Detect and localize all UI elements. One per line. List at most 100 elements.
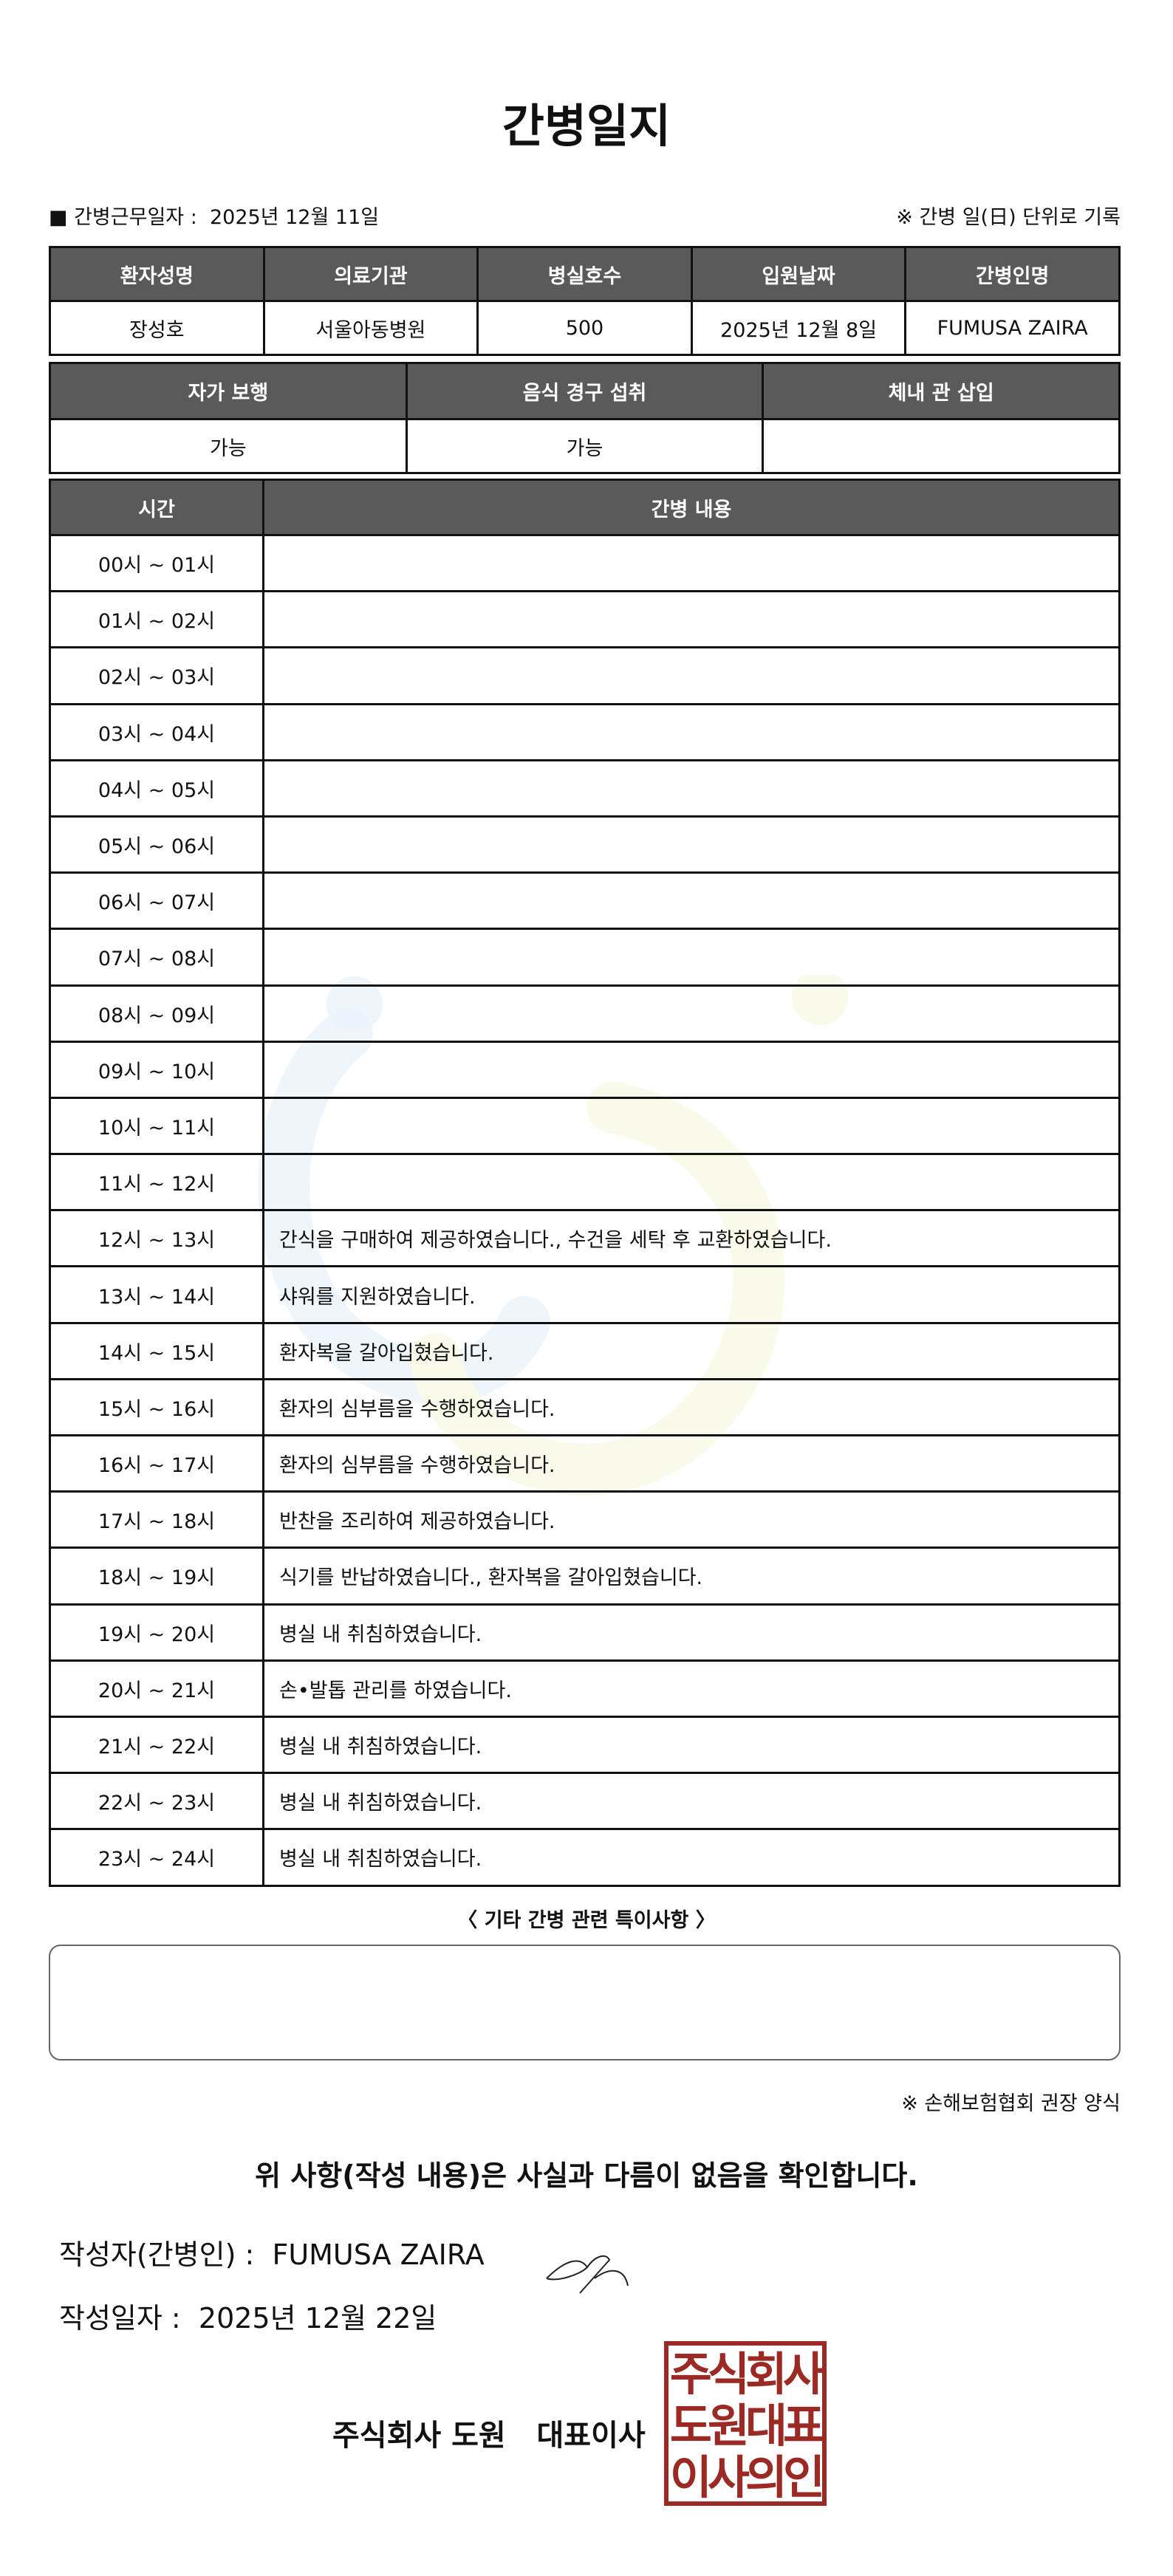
log-row: 15시 ~ 16시 환자의 심부름을 수행하였습니다. <box>49 1377 1121 1437</box>
log-row: 03시 ~ 04시 <box>49 702 1121 761</box>
log-row: 18시 ~ 19시 식기를 반납하였습니다., 환자복을 갈아입혔습니다. <box>49 1546 1121 1606</box>
time-cell: 16시 ~ 17시 <box>49 1433 264 1493</box>
content-cell: 환자의 심부름을 수행하였습니다. <box>262 1433 1121 1493</box>
content-cell <box>262 1096 1121 1156</box>
time-cell: 11시 ~ 12시 <box>49 1153 264 1212</box>
content-cell <box>262 984 1121 1043</box>
log-row: 04시 ~ 05시 <box>49 758 1121 818</box>
time-cell: 19시 ~ 20시 <box>49 1603 264 1662</box>
walking-status: 가능 <box>49 418 408 474</box>
content-cell: 간식을 구매하여 제공하였습니다., 수건을 세탁 후 교환하였습니다. <box>262 1209 1121 1268</box>
content-cell: 병실 내 취침하였습니다. <box>262 1772 1121 1831</box>
log-row: 01시 ~ 02시 <box>49 590 1121 649</box>
content-cell <box>262 1153 1121 1212</box>
unit-note: ※ 간병 일(日) 단위로 기록 <box>896 206 1121 229</box>
log-row: 09시 ~ 10시 <box>49 1040 1121 1099</box>
notes-box[interactable] <box>49 1945 1121 2061</box>
log-row: 21시 ~ 22시 병실 내 취침하였습니다. <box>49 1715 1121 1775</box>
log-row: 11시 ~ 12시 <box>49 1153 1121 1212</box>
time-cell: 14시 ~ 15시 <box>49 1321 264 1380</box>
log-row: 06시 ~ 07시 <box>49 871 1121 931</box>
header-cell: 체내 관 삽입 <box>762 362 1121 420</box>
work-date-label: ■ 간병근무일자 : <box>49 206 197 229</box>
hospital: 서울아동병원 <box>262 300 479 356</box>
header-content: 간병 내용 <box>262 479 1121 536</box>
content-cell <box>262 758 1121 818</box>
oral-intake-status: 가능 <box>405 418 765 474</box>
time-cell: 12시 ~ 13시 <box>49 1209 264 1268</box>
writer-line: 작성자(간병인) : FUMUSA ZAIRA <box>59 2232 485 2272</box>
company-representative: 주식회사 도원 대표이사 <box>332 2419 646 2453</box>
time-cell: 05시 ~ 06시 <box>49 815 264 874</box>
room-number: 500 <box>476 300 693 356</box>
log-row: 13시 ~ 14시 샤워를 지원하였습니다. <box>49 1265 1121 1324</box>
content-cell <box>262 533 1121 593</box>
work-date: ■ 간병근무일자 : 2025년 12월 11일 <box>49 201 379 230</box>
header-cell: 자가 보행 <box>49 362 408 420</box>
care-log-table: 시간 간병 내용 00시 ~ 01시 01시 ~ 02시 02시 ~ 03시 03시 ~… <box>49 479 1121 1887</box>
log-row: 17시 ~ 18시 반찬을 조리하여 제공하였습니다. <box>49 1490 1121 1549</box>
header-cell: 입원날짜 <box>690 246 907 302</box>
log-row: 07시 ~ 08시 <box>49 928 1121 987</box>
content-cell <box>262 928 1121 987</box>
header-cell: 의료기관 <box>262 246 479 302</box>
patient-name: 장성호 <box>49 300 265 356</box>
header-cell: 환자성명 <box>49 246 265 302</box>
time-cell: 04시 ~ 05시 <box>49 758 264 818</box>
content-cell: 샤워를 지원하였습니다. <box>262 1265 1121 1324</box>
time-cell: 15시 ~ 16시 <box>49 1377 264 1437</box>
patient-info-table: 환자성명 의료기관 병실호수 입원날짜 간병인명 장성호 서울아동병원 500 2025년 1… <box>49 246 1121 356</box>
content-cell <box>262 1040 1121 1099</box>
content-cell <box>262 815 1121 874</box>
work-date-value: 2025년 12월 11일 <box>209 206 380 229</box>
time-cell: 20시 ~ 21시 <box>49 1659 264 1718</box>
content-cell: 손•발톱 관리를 하였습니다. <box>262 1659 1121 1718</box>
writer-name: FUMUSA ZAIRA <box>272 2238 485 2271</box>
time-cell: 06시 ~ 07시 <box>49 871 264 931</box>
log-row: 12시 ~ 13시 간식을 구매하여 제공하였습니다., 수건을 세탁 후 교환하… <box>49 1209 1121 1268</box>
content-cell: 환자의 심부름을 수행하였습니다. <box>262 1377 1121 1437</box>
time-cell: 00시 ~ 01시 <box>49 533 264 593</box>
time-cell: 01시 ~ 02시 <box>49 590 264 649</box>
log-row: 16시 ~ 17시 환자의 심부름을 수행하였습니다. <box>49 1433 1121 1493</box>
date-label: 작성일자 : <box>59 2302 181 2334</box>
header-cell: 병실호수 <box>476 246 693 302</box>
content-cell: 병실 내 취침하였습니다. <box>262 1603 1121 1662</box>
time-cell: 09시 ~ 10시 <box>49 1040 264 1099</box>
admission-date: 2025년 12월 8일 <box>690 300 907 356</box>
written-date: 2025년 12월 22일 <box>198 2302 437 2334</box>
time-cell: 08시 ~ 09시 <box>49 984 264 1043</box>
time-cell: 18시 ~ 19시 <box>49 1546 264 1606</box>
date-line: 작성일자 : 2025년 12월 22일 <box>59 2295 437 2336</box>
log-row: 20시 ~ 21시 손•발톱 관리를 하였습니다. <box>49 1659 1121 1718</box>
time-cell: 02시 ~ 03시 <box>49 646 264 705</box>
writer-label: 작성자(간병인) : <box>59 2238 255 2271</box>
log-row: 10시 ~ 11시 <box>49 1096 1121 1156</box>
time-cell: 22시 ~ 23시 <box>49 1772 264 1831</box>
log-row: 23시 ~ 24시 병실 내 취침하였습니다. <box>49 1828 1121 1887</box>
signature-image <box>546 2255 629 2294</box>
time-cell: 23시 ~ 24시 <box>49 1828 264 1887</box>
log-row: 14시 ~ 15시 환자복을 갈아입혔습니다. <box>49 1321 1121 1380</box>
log-row: 19시 ~ 20시 병실 내 취침하였습니다. <box>49 1603 1121 1662</box>
tube-status <box>762 418 1121 474</box>
content-cell: 반찬을 조리하여 제공하였습니다. <box>262 1490 1121 1549</box>
notes-title: 〈 기타 간병 관련 특이사항 〉 <box>457 1909 716 1932</box>
header-cell: 음식 경구 섭취 <box>405 362 765 420</box>
content-cell <box>262 646 1121 705</box>
content-cell <box>262 871 1121 931</box>
content-cell <box>262 702 1121 761</box>
content-cell: 식기를 반납하였습니다., 환자복을 갈아입혔습니다. <box>262 1546 1121 1606</box>
log-row: 00시 ~ 01시 <box>49 533 1121 593</box>
time-cell: 17시 ~ 18시 <box>49 1490 264 1549</box>
header-cell: 간병인명 <box>904 246 1121 302</box>
company-seal: 주식회사 도원대표 이사의인 <box>664 2341 827 2506</box>
time-cell: 03시 ~ 04시 <box>49 702 264 761</box>
header-time: 시간 <box>49 479 264 536</box>
page-title: 간병일지 <box>502 99 671 153</box>
content-cell: 환자복을 갈아입혔습니다. <box>262 1321 1121 1380</box>
content-cell: 병실 내 취침하였습니다. <box>262 1828 1121 1887</box>
time-cell: 13시 ~ 14시 <box>49 1265 264 1324</box>
content-cell: 병실 내 취침하였습니다. <box>262 1715 1121 1775</box>
content-cell <box>262 590 1121 649</box>
